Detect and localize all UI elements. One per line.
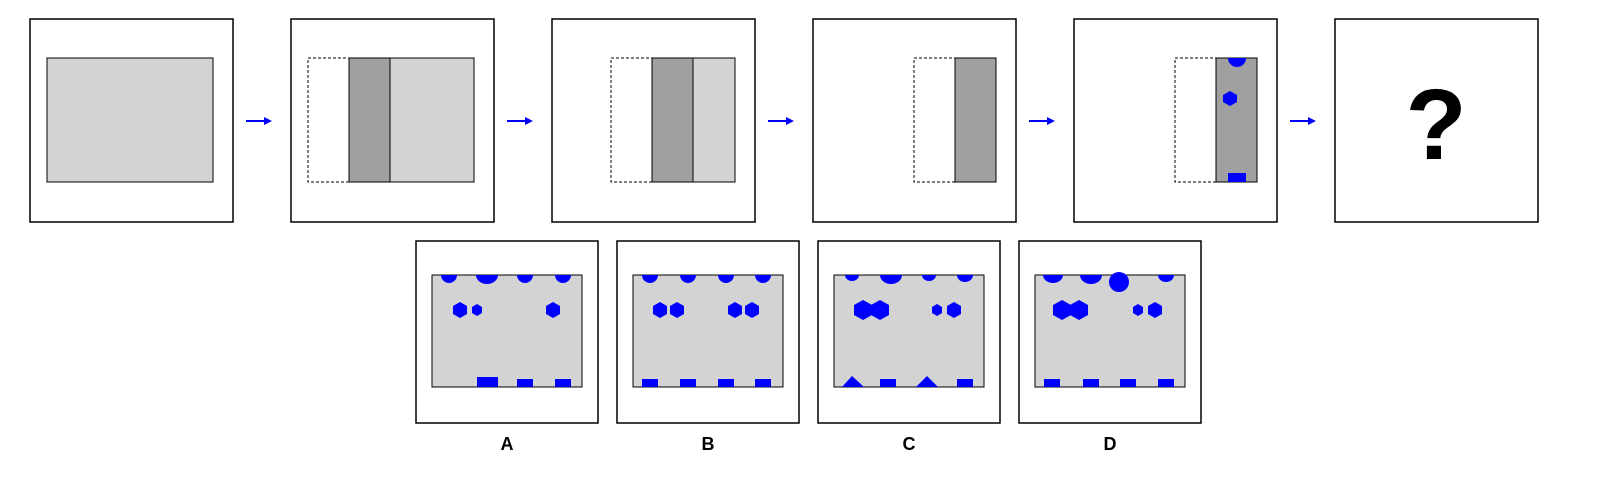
rectangle-icon <box>555 379 571 387</box>
circle-icon <box>755 275 771 283</box>
triangle-icon <box>842 376 864 387</box>
light-section <box>692 57 736 183</box>
circle-icon <box>1158 275 1174 282</box>
hexagon-icon <box>728 302 742 318</box>
sequence-frame-5 <box>1073 18 1278 223</box>
circle-icon <box>680 275 696 283</box>
option-d[interactable] <box>1018 240 1202 424</box>
hexagon-icon <box>1133 304 1143 316</box>
hexagon-icon <box>453 302 467 318</box>
sequence-frame-4 <box>812 18 1017 223</box>
rectangle-icon <box>642 379 658 387</box>
hexagon-icon <box>854 300 872 320</box>
circle-icon <box>1109 272 1129 292</box>
arrow-right-icon <box>768 117 794 125</box>
rectangle-icon <box>957 379 973 387</box>
circle-icon <box>1080 275 1102 284</box>
sequence-frame-2 <box>290 18 495 223</box>
hexagon-icon <box>871 300 889 320</box>
gray-panel <box>431 274 583 388</box>
circle-icon <box>555 275 571 283</box>
option-c[interactable] <box>817 240 1001 424</box>
hexagon-icon <box>1223 91 1237 106</box>
hexagon-icon <box>745 302 759 318</box>
rectangle-icon <box>1083 379 1099 387</box>
sequence-frame-6: ? <box>1334 18 1539 223</box>
hexagon-icon <box>546 302 560 318</box>
gray-panel <box>833 274 985 388</box>
option-a-label: A <box>500 434 514 454</box>
rectangle-icon <box>1120 379 1136 387</box>
dark-strip <box>1215 57 1258 183</box>
rectangle-icon <box>880 379 896 387</box>
hexagon-icon <box>1070 300 1088 320</box>
hexagon-icon <box>1148 302 1162 318</box>
arrow-right-icon <box>1290 117 1316 125</box>
hexagon-icon <box>1053 300 1071 320</box>
hexagon-icon <box>472 304 482 316</box>
dashed-outline <box>610 57 653 183</box>
gray-panel <box>632 274 784 388</box>
circle-icon <box>922 275 936 281</box>
dashed-outline <box>913 57 956 183</box>
circle-icon <box>1043 275 1063 283</box>
hexagon-icon <box>932 304 942 316</box>
gray-panel <box>1034 274 1186 388</box>
gray-panel <box>46 57 214 183</box>
hexagon-icon <box>947 302 961 318</box>
rectangle-icon <box>1044 379 1060 387</box>
option-d-label: D <box>1103 434 1117 454</box>
circle-icon <box>476 275 498 284</box>
unknown-symbol: ? <box>1405 69 1466 181</box>
circle-icon <box>642 275 658 283</box>
sequence-frame-1 <box>29 18 234 223</box>
arrow-right-icon <box>507 117 533 125</box>
circle-icon <box>880 275 902 284</box>
dark-strip <box>651 57 694 183</box>
rectangle-icon <box>680 379 696 387</box>
arrow-right-icon <box>1029 117 1055 125</box>
rectangle-icon <box>718 379 734 387</box>
arrow-right-icon <box>246 117 272 125</box>
dark-strip <box>954 57 997 183</box>
dashed-outline <box>307 57 350 183</box>
rectangle-icon <box>1158 379 1174 387</box>
rectangle-icon <box>1228 173 1246 182</box>
dashed-outline <box>1174 57 1217 183</box>
triangle-icon <box>916 376 938 387</box>
option-c-label: C <box>902 434 916 454</box>
dark-strip <box>348 57 391 183</box>
circle-icon <box>441 275 457 283</box>
light-section <box>389 57 475 183</box>
rectangle-icon <box>517 379 533 387</box>
circle-icon <box>1228 58 1246 67</box>
circle-icon <box>957 275 973 282</box>
hexagon-icon <box>653 302 667 318</box>
hexagon-icon <box>670 302 684 318</box>
option-a[interactable] <box>415 240 599 424</box>
rectangle-icon <box>477 377 498 387</box>
option-b-label: B <box>701 434 715 454</box>
rectangle-icon <box>755 379 771 387</box>
circle-icon <box>517 275 533 283</box>
sequence-frame-3 <box>551 18 756 223</box>
circle-icon <box>718 275 734 283</box>
circle-icon <box>845 275 859 281</box>
option-b[interactable] <box>616 240 800 424</box>
